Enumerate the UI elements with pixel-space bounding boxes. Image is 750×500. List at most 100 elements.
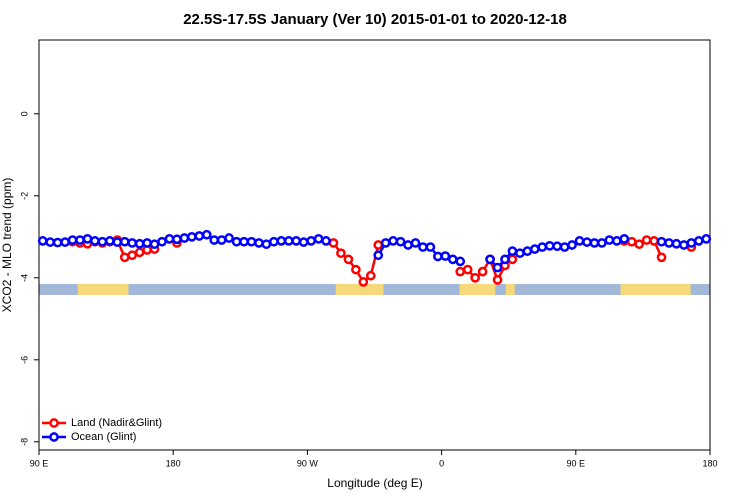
- data-point: [328, 238, 339, 248]
- data-point: [574, 236, 585, 246]
- data-point: [425, 242, 436, 252]
- x-tick-label: 90 W: [297, 458, 319, 468]
- data-point: [321, 236, 331, 246]
- legend-label: Land (Nadir&Glint): [71, 417, 162, 429]
- data-point: [343, 254, 354, 265]
- data-point: [269, 236, 279, 247]
- data-point: [119, 236, 130, 247]
- legend-marker: [49, 432, 59, 442]
- legend-entry: Ocean (Glint): [42, 431, 136, 443]
- data-point: [209, 235, 220, 245]
- data-point: [298, 237, 309, 247]
- data-point: [291, 236, 302, 246]
- data-point: [626, 236, 637, 247]
- data-point: [45, 237, 56, 247]
- data-point: [507, 254, 518, 265]
- data-point: [75, 235, 85, 245]
- data-point: [686, 238, 697, 248]
- data-point: [597, 238, 607, 248]
- data-point: [142, 238, 152, 248]
- data-point: [60, 237, 70, 247]
- data-point: [611, 236, 622, 246]
- y-tick-label: -4: [19, 274, 29, 282]
- land-segment: [459, 283, 496, 296]
- data-point: [261, 239, 272, 250]
- data-point: [201, 229, 212, 240]
- data-point: [664, 238, 674, 248]
- data-point: [172, 234, 182, 245]
- data-point: [365, 270, 376, 281]
- data-point: [82, 234, 93, 244]
- x-tick-label: 90 E: [567, 458, 586, 468]
- data-point: [567, 240, 577, 250]
- data-point: [649, 236, 659, 246]
- data-point: [477, 266, 488, 277]
- y-tick-label: 0: [19, 111, 29, 116]
- data-point: [373, 240, 384, 250]
- data-point: [671, 238, 682, 249]
- data-point: [410, 238, 421, 248]
- data-point: [380, 238, 391, 248]
- y-tick-label: -2: [19, 192, 29, 200]
- x-tick-label: 90 E: [30, 458, 49, 468]
- data-point: [157, 236, 167, 247]
- data-point: [127, 238, 138, 248]
- data-point: [164, 234, 175, 244]
- data-point: [239, 236, 249, 247]
- data-point: [522, 246, 533, 256]
- data-point: [418, 242, 428, 252]
- data-point: [358, 277, 369, 287]
- data-point: [619, 234, 630, 244]
- x-axis-label: Longitude (deg E): [327, 476, 422, 490]
- legend-marker: [49, 418, 59, 428]
- data-point: [395, 236, 406, 247]
- land-segment: [335, 283, 384, 296]
- data-point: [104, 236, 115, 246]
- data-point: [559, 242, 570, 252]
- plot-frame: [38, 39, 711, 451]
- x-tick-label: 0: [439, 458, 444, 468]
- land-segment: [77, 283, 129, 296]
- data-point: [134, 238, 145, 249]
- data-point: [447, 254, 458, 265]
- data-point: [492, 275, 503, 285]
- data-point: [537, 242, 548, 252]
- data-point: [134, 247, 145, 258]
- data-point: [440, 251, 451, 261]
- data-point: [97, 236, 108, 247]
- data-point: [112, 237, 123, 247]
- data-point: [388, 236, 398, 246]
- data-point: [641, 235, 652, 245]
- land-segment: [620, 283, 691, 296]
- data-point: [351, 264, 361, 275]
- data-point: [455, 266, 466, 277]
- land-segment: [505, 283, 515, 296]
- data-point: [246, 236, 257, 247]
- data-point: [589, 238, 600, 248]
- data-point: [634, 239, 645, 250]
- data-point: [544, 240, 555, 251]
- data-point: [224, 233, 234, 243]
- data-point: [492, 262, 503, 273]
- data-point: [500, 254, 510, 265]
- data-point: [656, 252, 667, 263]
- data-point: [455, 256, 466, 267]
- data-point: [336, 248, 346, 259]
- data-point: [194, 231, 205, 241]
- chart-title: 22.5S-17.5S January (Ver 10) 2015-01-01 …: [183, 11, 567, 28]
- data-point: [604, 235, 615, 245]
- data-point: [470, 272, 480, 283]
- data-point: [216, 235, 227, 245]
- data-point: [701, 234, 712, 244]
- data-point: [283, 236, 294, 246]
- data-point: [582, 237, 592, 247]
- data-point: [313, 234, 324, 244]
- data-point: [656, 236, 667, 247]
- data-point: [306, 236, 316, 246]
- data-point: [693, 236, 704, 246]
- data-point: [485, 254, 495, 265]
- data-point: [679, 240, 689, 250]
- data-point: [67, 235, 78, 245]
- data-point: [507, 246, 518, 256]
